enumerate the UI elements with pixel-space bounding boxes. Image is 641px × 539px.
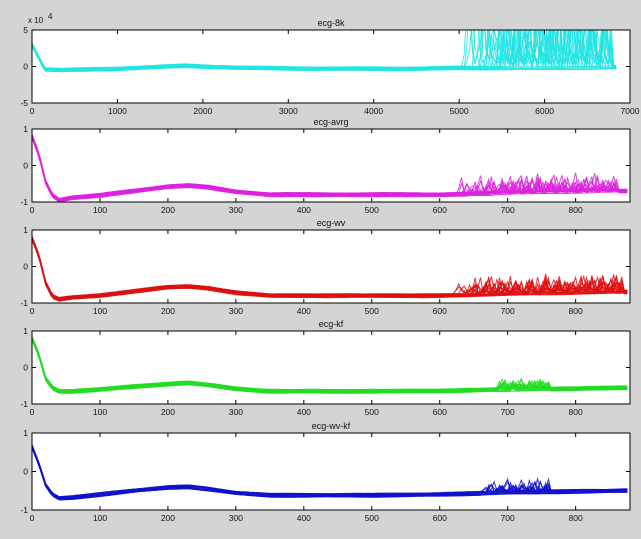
y-tick-label: 0	[23, 363, 28, 373]
x-tick-label: 400	[297, 205, 311, 215]
series-line	[32, 338, 628, 393]
y-tick-label: 1	[23, 428, 28, 438]
y-exponent: 4	[48, 12, 53, 21]
x-tick-label: 800	[569, 513, 583, 523]
series-line	[32, 137, 628, 202]
x-tick-label: 1000	[108, 106, 127, 116]
x-tick-label: 400	[297, 407, 311, 417]
x-tick-label: 2000	[193, 106, 212, 116]
y-tick-label: 0	[23, 262, 28, 272]
series-line	[32, 134, 628, 200]
series-traces	[32, 336, 628, 394]
series-line	[32, 336, 628, 391]
y-tick-label: -1	[20, 197, 28, 207]
x-tick-label: 500	[365, 407, 379, 417]
y-tick-label: 1	[23, 124, 28, 134]
x-tick-label: 0	[30, 306, 35, 316]
panel-ecg-wv-kf: ecg-wv-kf0 100 200 300 400 500 600 700 800-101	[20, 421, 631, 523]
x-tick-label: 600	[433, 306, 447, 316]
panel-title: ecg-avrg	[313, 117, 348, 127]
x-tick-label: 700	[501, 513, 515, 523]
series-line	[32, 444, 628, 498]
x-tick-label: 800	[569, 407, 583, 417]
series-line	[32, 30, 617, 72]
series-line	[32, 447, 628, 501]
x-tick-label: 500	[365, 205, 379, 215]
y-tick-label: 0	[23, 62, 28, 72]
series-line	[32, 30, 617, 71]
series-line	[32, 46, 617, 73]
x-tick-label: 300	[229, 407, 243, 417]
series-line	[32, 239, 628, 302]
x-tick-label: 6000	[535, 106, 554, 116]
series-traces	[32, 30, 617, 73]
x-tick-label: 500	[365, 513, 379, 523]
x-tick-label: 0	[30, 407, 35, 417]
series-line	[32, 42, 617, 69]
panel-title: ecg-wv-kf	[312, 421, 351, 431]
x-tick-label: 300	[229, 306, 243, 316]
series-line	[32, 239, 628, 302]
series-line	[32, 237, 628, 300]
x-tick-label: 400	[297, 513, 311, 523]
x-tick-label: 200	[161, 205, 175, 215]
x-tick-label: 100	[93, 513, 107, 523]
x-tick-label: 700	[501, 306, 515, 316]
x-tick-label: 600	[433, 407, 447, 417]
x-tick-label: 600	[433, 205, 447, 215]
series-traces	[32, 134, 628, 202]
x-tick-label: 700	[501, 205, 515, 215]
x-tick-label: 500	[365, 306, 379, 316]
x-tick-label: 100	[93, 407, 107, 417]
panel-title: ecg-wv	[317, 218, 346, 228]
y-tick-label: 1	[23, 326, 28, 336]
x-tick-label: 700	[501, 407, 515, 417]
x-tick-label: 0	[30, 513, 35, 523]
axes-background	[32, 433, 630, 510]
y-tick-label: 0	[23, 161, 28, 171]
y-tick-label: 0	[23, 467, 28, 477]
y-tick-label: 1	[23, 225, 28, 235]
panel-ecg-kf: ecg-kf0 100 200 300 400 500 600 700 800-101	[20, 319, 631, 417]
x-tick-label: 3000	[279, 106, 298, 116]
x-tick-label: 400	[297, 306, 311, 316]
x-tick-label: 300	[229, 513, 243, 523]
y-exponent-label: x 10	[28, 16, 44, 25]
y-tick-label: -1	[20, 298, 28, 308]
x-tick-label: 100	[93, 205, 107, 215]
y-tick-label: 5	[23, 25, 28, 35]
x-tick-label: 7000	[621, 106, 640, 116]
x-tick-label: 100	[93, 306, 107, 316]
x-tick-label: 600	[433, 513, 447, 523]
series-traces	[32, 236, 628, 302]
series-line	[32, 236, 628, 299]
x-tick-label: 200	[161, 407, 175, 417]
x-tick-label: 800	[569, 205, 583, 215]
series-traces	[32, 444, 628, 501]
panel-ecg-8k: ecg-8k0 1000 2000 3000 4000 5000 6000 7000-505x…	[20, 12, 640, 116]
x-tick-label: 0	[30, 205, 35, 215]
y-tick-label: -5	[20, 98, 28, 108]
panel-ecg-wv: ecg-wv0 100 200 300 400 500 600 700 800-101	[20, 218, 631, 316]
panel-title: ecg-kf	[319, 319, 344, 329]
series-line	[32, 339, 628, 394]
x-tick-label: 300	[229, 205, 243, 215]
series-line	[32, 136, 628, 202]
x-tick-label: 0	[30, 106, 35, 116]
series-line	[32, 135, 628, 201]
x-tick-label: 5000	[450, 106, 469, 116]
y-tick-label: -1	[20, 505, 28, 515]
x-tick-label: 4000	[364, 106, 383, 116]
panel-title: ecg-8k	[317, 18, 345, 28]
y-tick-label: -1	[20, 399, 28, 409]
x-tick-label: 800	[569, 306, 583, 316]
x-tick-label: 200	[161, 306, 175, 316]
x-tick-label: 200	[161, 513, 175, 523]
